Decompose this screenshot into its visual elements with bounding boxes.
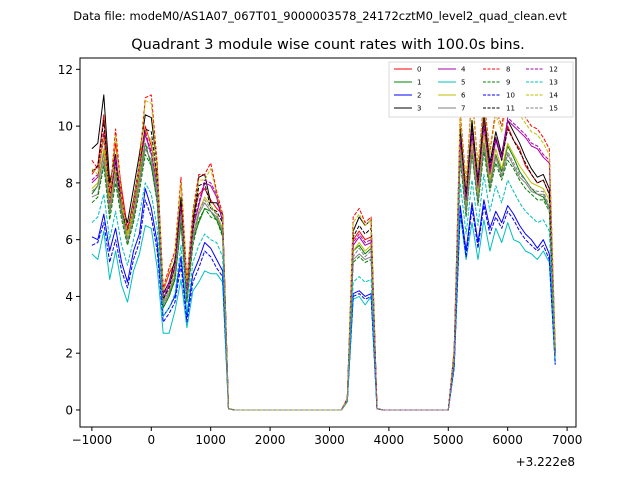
legend-label-7: 7 xyxy=(461,105,465,113)
series-line-13 xyxy=(91,173,556,411)
series-layer xyxy=(91,91,556,411)
legend-label-2: 2 xyxy=(417,92,421,100)
y-tick-label: 0 xyxy=(65,403,73,417)
legend-label-10: 10 xyxy=(506,92,515,100)
x-tick-label: −1000 xyxy=(72,433,113,447)
legend-label-6: 6 xyxy=(461,92,466,100)
x-axis: −1000 0 1000 2000 3000 4000 5000 6000 7000 xyxy=(72,427,583,447)
legend-label-14: 14 xyxy=(549,92,558,100)
y-tick-label: 10 xyxy=(58,120,73,134)
data-file-suptitle: Data file: modeM0/AS1A07_067T01_90000035… xyxy=(73,9,567,23)
x-tick-label: 7000 xyxy=(552,433,583,447)
x-tick-label: 3000 xyxy=(314,433,345,447)
legend-label-15: 15 xyxy=(549,105,558,113)
y-tick-label: 8 xyxy=(65,176,73,190)
x-tick-label: 6000 xyxy=(492,433,523,447)
x-axis-offset-label: +3.222e8 xyxy=(516,455,575,469)
legend-label-12: 12 xyxy=(549,66,558,74)
x-tick-label: 0 xyxy=(147,433,155,447)
chart-title: Quadrant 3 module wise count rates with … xyxy=(131,37,525,53)
y-tick-label: 6 xyxy=(65,233,73,247)
x-tick-label: 4000 xyxy=(374,433,405,447)
y-axis: 0 2 4 6 8 10 12 xyxy=(58,63,80,417)
legend-label-9: 9 xyxy=(506,79,510,87)
y-tick-label: 4 xyxy=(65,290,73,304)
legend-label-1: 1 xyxy=(417,79,421,87)
y-tick-label: 12 xyxy=(58,63,73,77)
x-tick-label: 2000 xyxy=(255,433,286,447)
legend-box xyxy=(388,61,574,118)
y-tick-label: 2 xyxy=(65,347,73,361)
legend-label-8: 8 xyxy=(506,66,510,74)
legend-label-11: 11 xyxy=(506,105,515,113)
series-line-15 xyxy=(91,142,556,411)
x-tick-label: 1000 xyxy=(195,433,226,447)
legend-label-4: 4 xyxy=(461,66,466,74)
legend-label-13: 13 xyxy=(549,79,558,87)
legend-label-0: 0 xyxy=(417,66,421,74)
x-tick-label: 5000 xyxy=(433,433,464,447)
legend-label-5: 5 xyxy=(461,79,465,87)
series-line-14 xyxy=(91,97,556,411)
legend-label-3: 3 xyxy=(417,105,421,113)
plot-frame xyxy=(79,57,577,428)
